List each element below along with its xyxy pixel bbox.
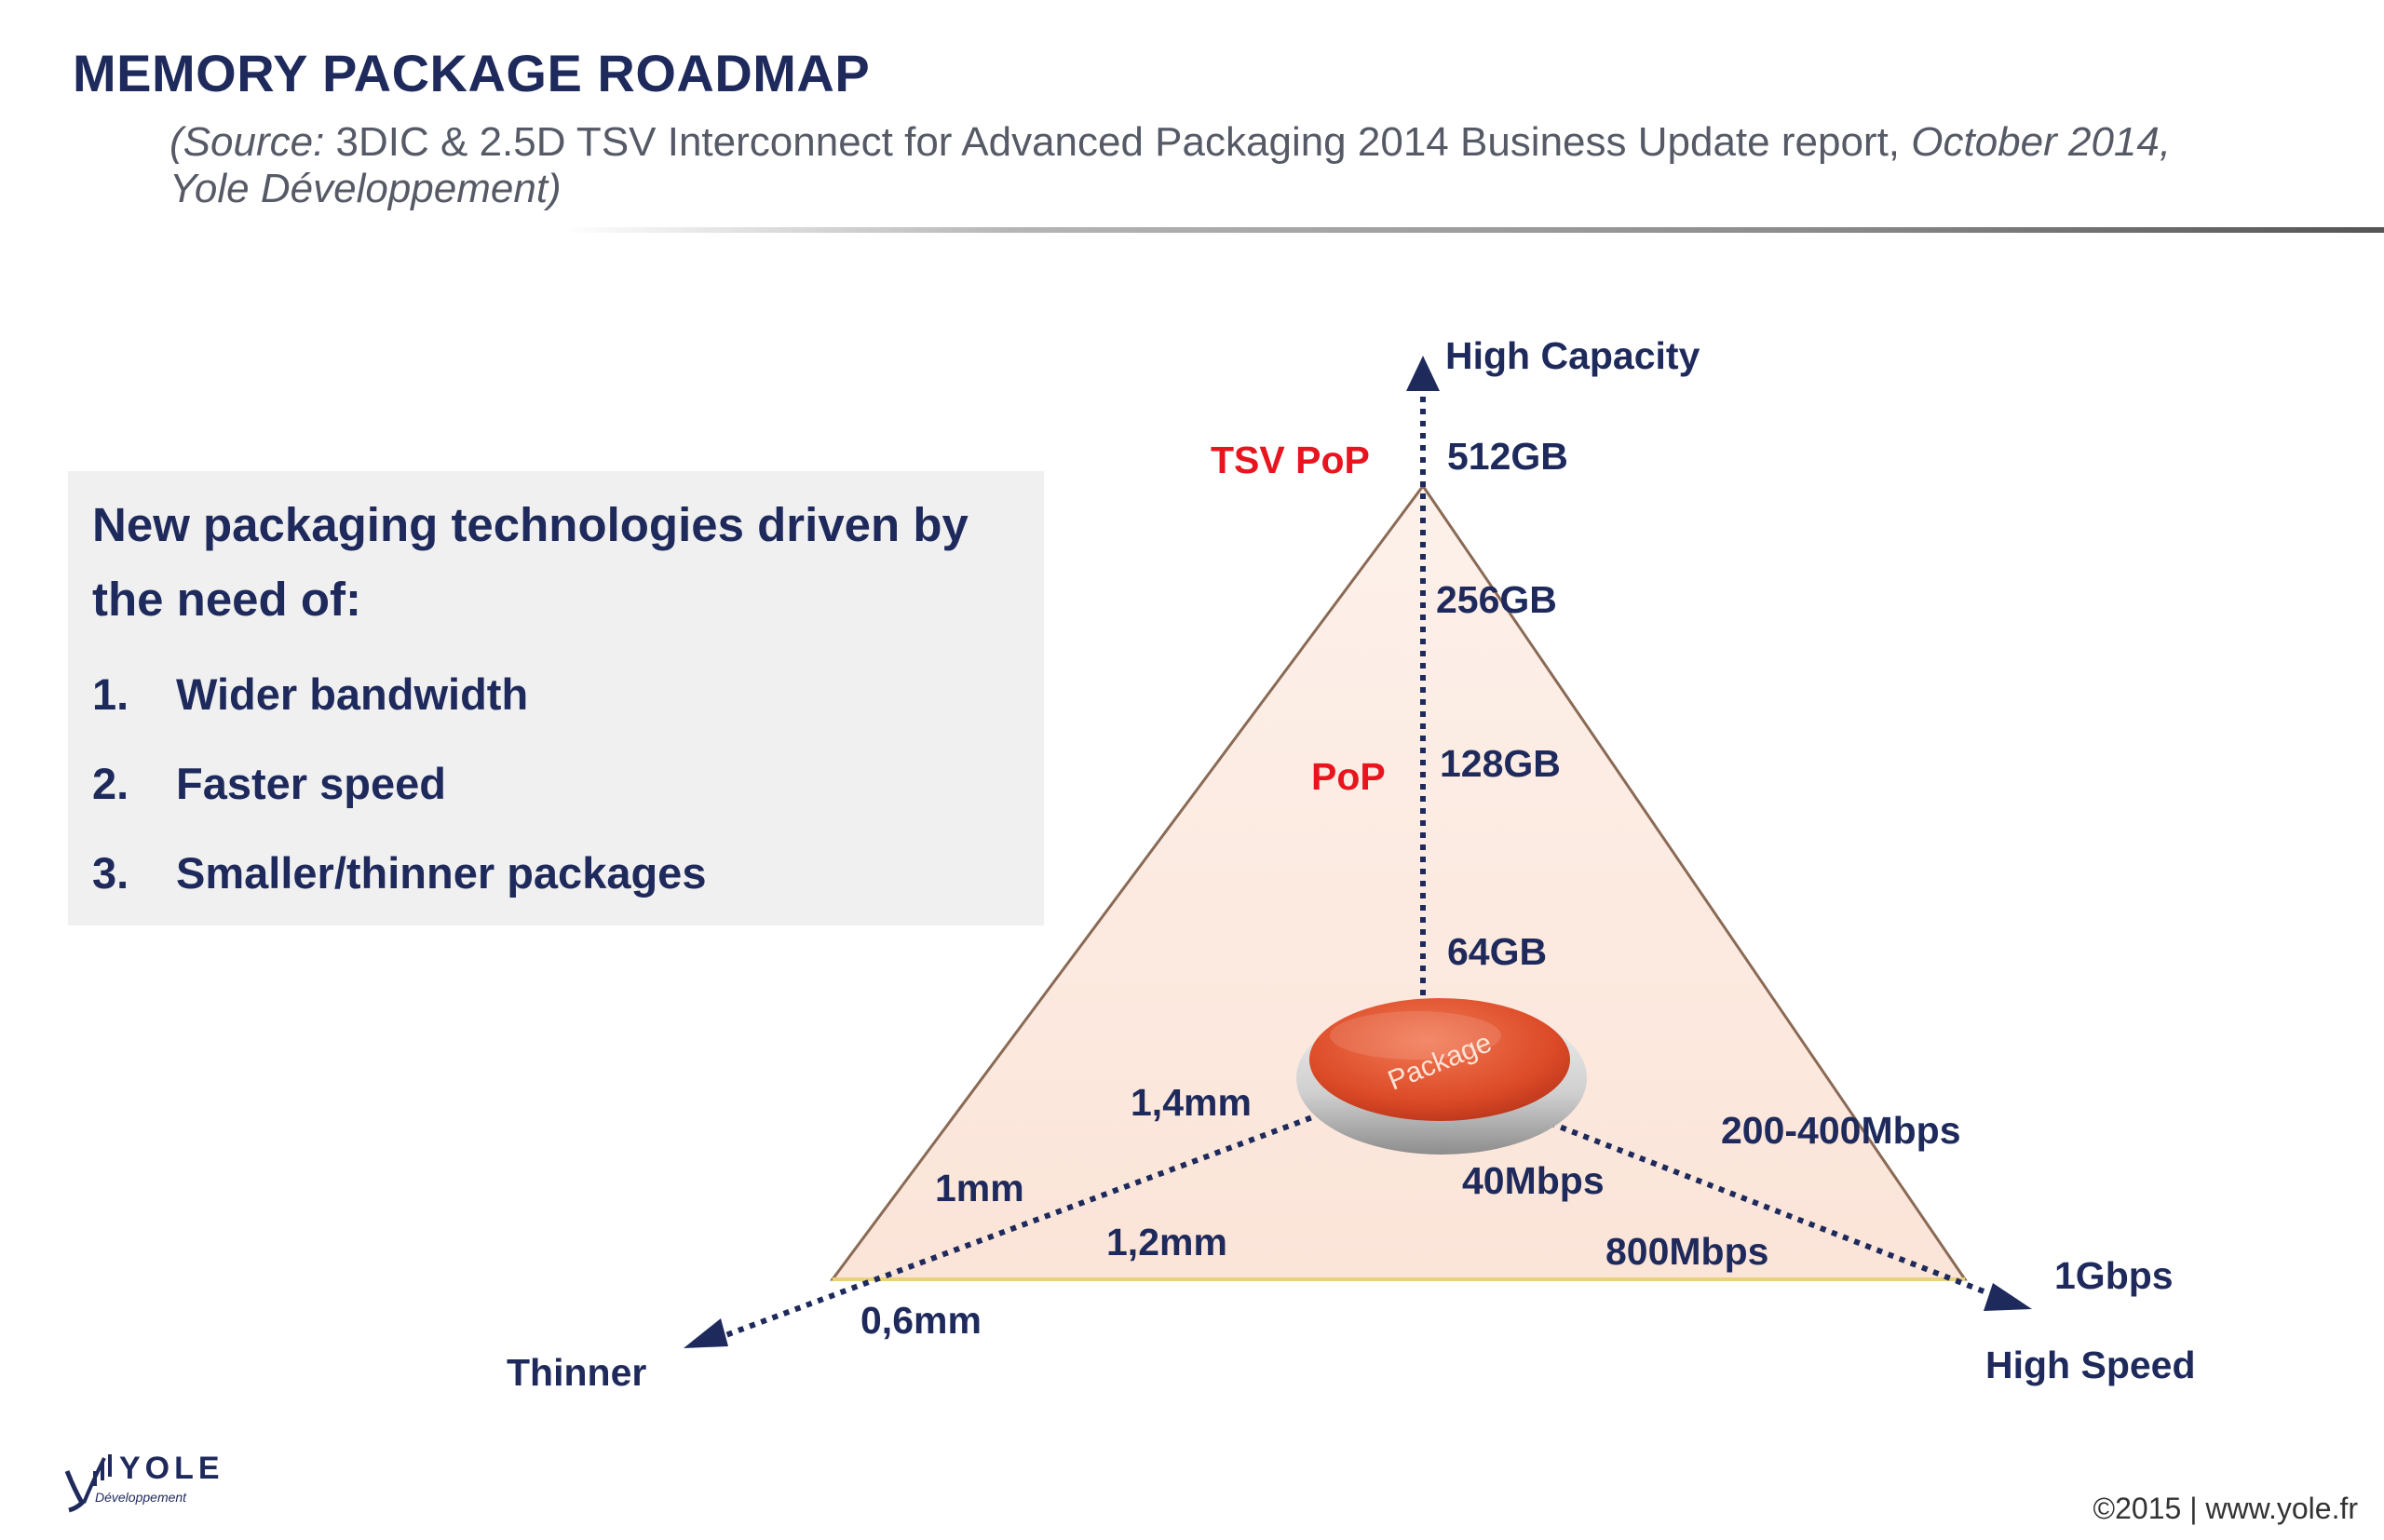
axis-title-speed: High Speed — [1985, 1344, 2196, 1386]
source-prefix: (Source: — [169, 119, 325, 165]
yole-logo: YOLE Développement — [61, 1449, 238, 1523]
tech-label-tsv-pop: TSV PoP — [1211, 439, 1370, 481]
thickness-arrowhead — [684, 1318, 728, 1348]
title-divider — [559, 227, 2384, 233]
thickness-axis — [719, 1111, 1324, 1340]
source-report: 3DIC & 2.5D TSV Interconnect for Advance… — [324, 119, 1901, 165]
roadmap-triangle — [830, 483, 1968, 1281]
capacity-label: 128GB — [1440, 742, 1561, 785]
speed-arrowhead — [1984, 1283, 2032, 1311]
thickness-label: 1mm — [935, 1167, 1024, 1209]
yole-logo-icon — [64, 1454, 112, 1513]
thickness-label: 1,2mm — [1106, 1221, 1227, 1263]
source-citation: (Source: 3DIC & 2.5D TSV Interconnect fo… — [169, 119, 2339, 212]
package-disk: Package — [1296, 998, 1587, 1155]
logo-wordmark: YOLE — [119, 1451, 224, 1486]
speed-label: 1Gbps — [2054, 1254, 2174, 1297]
drivers-box: New packaging technologies driven by the… — [68, 471, 1044, 925]
thickness-label: 1,4mm — [1131, 1081, 1252, 1124]
copyright: ©2015 | www.yole.fr — [2093, 1492, 2358, 1525]
source-publisher: Yole Développement) — [169, 166, 562, 211]
speed-label: 40Mbps — [1462, 1159, 1605, 1202]
source-date: October 2014, — [1900, 119, 2172, 165]
logo-subtitle: Développement — [95, 1490, 187, 1505]
list-item: 2. Faster speed — [92, 759, 446, 808]
thickness-label: 0,6mm — [860, 1299, 982, 1342]
tech-label-pop: PoP — [1311, 755, 1386, 798]
axis-title-thickness: Thinner — [507, 1351, 646, 1394]
capacity-label: 256GB — [1436, 578, 1557, 621]
page-title: MEMORY PACKAGE ROADMAP — [73, 44, 871, 102]
capacity-label: 64GB — [1447, 930, 1547, 973]
speed-label: 800Mbps — [1605, 1230, 1768, 1273]
speed-label: 200-400Mbps — [1721, 1109, 1961, 1152]
drivers-list: 1. Wider bandwidth 2. Faster speed 3. Small… — [92, 650, 706, 918]
capacity-label: 512GB — [1447, 435, 1568, 478]
capacity-arrowhead — [1406, 356, 1440, 391]
axis-title-capacity: High Capacity — [1445, 334, 1700, 377]
drivers-heading: New packaging technologies driven by the… — [92, 498, 968, 626]
list-item: 3. Smaller/thinner packages — [92, 848, 707, 898]
list-item: 1. Wider bandwidth — [92, 669, 529, 719]
